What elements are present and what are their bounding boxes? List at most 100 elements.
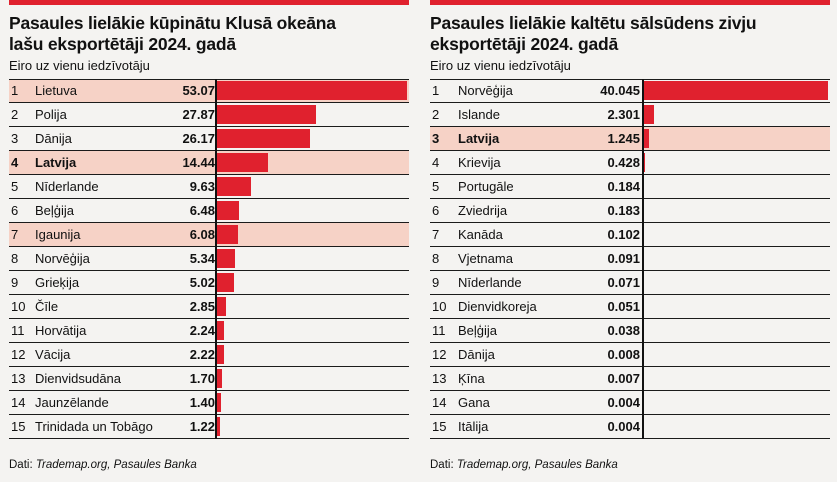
category-label: Krievija [458, 155, 501, 170]
rank-label: 9 [432, 275, 440, 290]
value-label: 1.245 [607, 131, 640, 146]
category-label: Kanāda [458, 227, 503, 242]
chart-title-line1: Pasaules lielākie kaltētu sālsūdens zivj… [430, 13, 757, 33]
chart-row: 14 Gana 0.004 [430, 391, 830, 415]
value-label: 6.08 [189, 227, 215, 242]
chart-row: 13 Dienvidsudāna 1.70 [9, 367, 409, 391]
rank-label: 10 [432, 299, 447, 314]
value-label: 27.87 [182, 107, 215, 122]
row-separator [430, 222, 830, 223]
chart-row: 12 Vācija 2.22 [9, 343, 409, 367]
chart-title: Pasaules lielākie kūpinātu Klusā okeāna … [9, 13, 409, 55]
value-label: 53.07 [182, 83, 215, 98]
rank-label: 15 [11, 419, 26, 434]
value-label: 5.02 [189, 275, 215, 290]
bar [643, 81, 828, 100]
row-separator [430, 126, 830, 127]
chart-row: 15 Trinidada un Tobāgo 1.22 [9, 415, 409, 439]
chart-row: 1 Norvēģija 40.045 [430, 79, 830, 103]
row-separator [9, 390, 409, 391]
chart-row: 4 Latvija 14.44 [9, 151, 409, 175]
rank-label: 13 [432, 371, 447, 386]
chart-row: 14 Jaunzēlande 1.40 [9, 391, 409, 415]
category-label: Gana [458, 395, 490, 410]
category-label: Ķīna [458, 371, 485, 386]
category-label: Čīle [35, 299, 59, 314]
chart-row: 6 Beļģija 6.48 [9, 199, 409, 223]
rank-label: 4 [11, 155, 19, 170]
category-label: Latvija [35, 155, 77, 170]
chart-row: 10 Dienvidkoreja 0.051 [430, 295, 830, 319]
bar [216, 297, 227, 316]
chart-row: 9 Nīderlande 0.071 [430, 271, 830, 295]
row-separator [430, 414, 830, 415]
rank-label: 11 [11, 323, 25, 338]
bar [216, 345, 224, 364]
bar [643, 153, 645, 172]
value-label: 0.071 [607, 275, 640, 290]
chart-row: 3 Latvija 1.245 [430, 127, 830, 151]
bar [216, 105, 317, 124]
value-label: 0.004 [607, 395, 640, 410]
row-separator [9, 198, 409, 199]
category-label: Beļģija [35, 203, 75, 218]
source-text: Trademap.org, Pasaules Banka [456, 459, 618, 471]
row-separator [430, 102, 830, 103]
value-label: 2.24 [189, 323, 215, 338]
bar [216, 321, 225, 340]
category-label: Norvēģija [458, 83, 513, 98]
value-label: 14.44 [182, 155, 215, 170]
bar [643, 105, 654, 124]
row-separator [430, 390, 830, 391]
value-label: 26.17 [182, 131, 215, 146]
value-label: 0.102 [607, 227, 640, 242]
row-separator [9, 102, 409, 103]
panel-top-bar [9, 0, 409, 5]
source-text: Trademap.org, Pasaules Banka [35, 459, 197, 471]
chart-row: 2 Polija 27.87 [9, 103, 409, 127]
chart-subtitle: Eiro uz vienu iedzīvotāju [430, 58, 571, 73]
row-separator [9, 246, 409, 247]
chart-row: 4 Krievija 0.428 [430, 151, 830, 175]
bar [643, 129, 649, 148]
chart-row: 9 Grieķija 5.02 [9, 271, 409, 295]
category-label: Nīderlande [35, 179, 99, 194]
rank-label: 10 [11, 299, 26, 314]
rank-label: 2 [432, 107, 440, 122]
rank-label: 8 [432, 251, 440, 266]
category-label: Vācija [35, 347, 71, 362]
rank-label: 7 [11, 227, 19, 242]
row-separator [9, 270, 409, 271]
category-label: Horvātija [35, 323, 87, 338]
chart-row: 1 Lietuva 53.07 [9, 79, 409, 103]
value-label: 2.301 [607, 107, 640, 122]
row-separator [9, 79, 409, 80]
row-separator [430, 198, 830, 199]
row-separator [9, 294, 409, 295]
chart-row: 2 Islande 2.301 [430, 103, 830, 127]
chart-rows: 1 Lietuva 53.07 2 Polija 27.87 3 Dānija 26.17 4 La… [9, 79, 409, 439]
panel-top-bar [430, 0, 830, 5]
chart-row: 11 Horvātija 2.24 [9, 319, 409, 343]
value-label: 0.183 [607, 203, 640, 218]
source-label: Dati: [9, 459, 33, 471]
category-label: Portugāle [458, 179, 514, 194]
rank-label: 9 [11, 275, 19, 290]
chart-row: 6 Zviedrija 0.183 [430, 199, 830, 223]
value-label: 1.40 [189, 395, 215, 410]
rank-label: 8 [11, 251, 19, 266]
chart-source: Dati: Trademap.org, Pasaules Banka [9, 459, 197, 471]
category-label: Dienvidsudāna [35, 371, 122, 386]
rank-label: 12 [11, 347, 26, 362]
chart-row: 15 Itālija 0.004 [430, 415, 830, 439]
chart-title-line2: lašu eksportētāji 2024. gadā [9, 34, 236, 54]
row-separator [430, 79, 830, 80]
rank-label: 6 [432, 203, 440, 218]
row-separator [430, 270, 830, 271]
category-label: Dānija [458, 347, 495, 362]
chart-row: 11 Beļģija 0.038 [430, 319, 830, 343]
value-label: 0.004 [607, 419, 640, 434]
row-separator [430, 294, 830, 295]
category-label: Igaunija [35, 227, 81, 242]
chart-panel-dried-fish: Pasaules lielākie kaltētu sālsūdens zivj… [430, 0, 830, 482]
